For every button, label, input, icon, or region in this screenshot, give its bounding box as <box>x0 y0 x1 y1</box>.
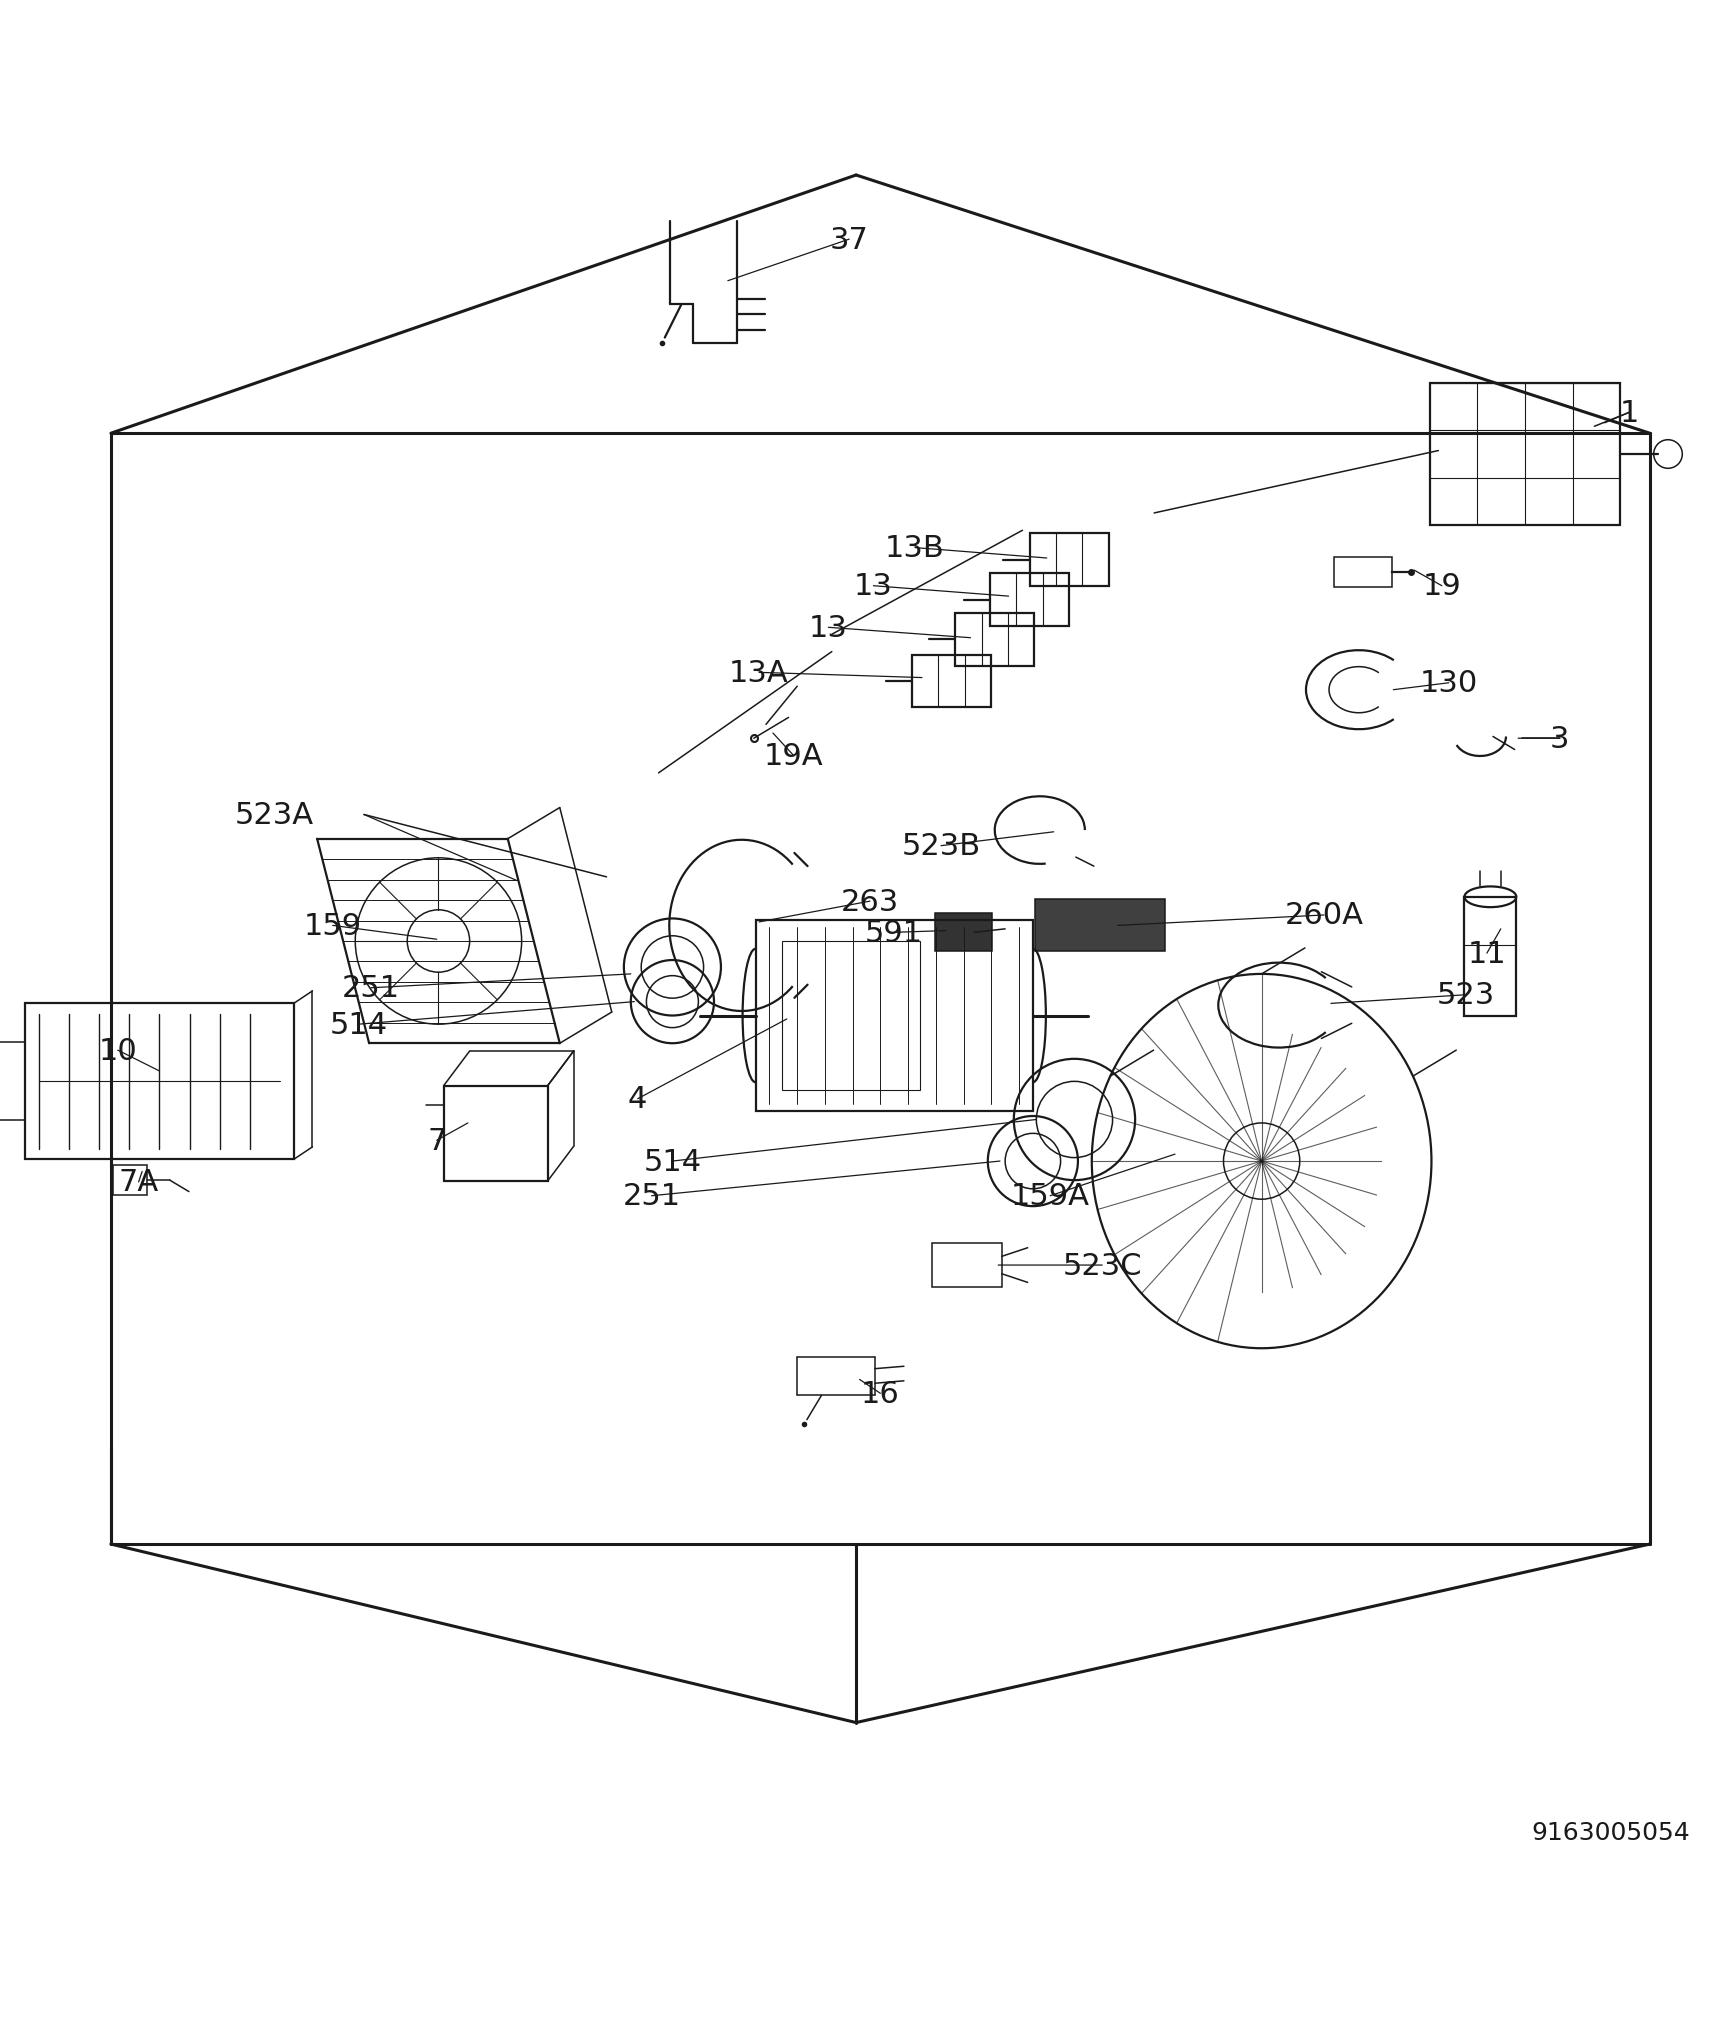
Bar <box>989 573 1069 626</box>
Bar <box>1429 384 1619 526</box>
Text: 7A: 7A <box>118 1168 159 1197</box>
Bar <box>954 614 1034 666</box>
Text: 16: 16 <box>861 1380 899 1408</box>
Text: 9163005054: 9163005054 <box>1529 1821 1689 1843</box>
Text: 523C: 523C <box>1062 1252 1141 1280</box>
Text: 251: 251 <box>622 1183 681 1211</box>
Text: 10: 10 <box>99 1036 137 1065</box>
Text: 523: 523 <box>1436 981 1495 1010</box>
Bar <box>113 1164 147 1195</box>
Text: 263: 263 <box>840 888 899 916</box>
Text: 13A: 13A <box>729 658 788 687</box>
Bar <box>1029 534 1108 587</box>
Text: 13B: 13B <box>885 534 944 563</box>
Bar <box>781 941 920 1091</box>
Text: 159: 159 <box>303 912 362 941</box>
Text: 19A: 19A <box>764 742 823 770</box>
Text: 514: 514 <box>329 1010 388 1038</box>
Text: 159A: 159A <box>1010 1183 1089 1211</box>
Text: 7: 7 <box>426 1126 447 1156</box>
Text: 130: 130 <box>1419 669 1477 697</box>
Bar <box>24 1004 293 1160</box>
Text: 591: 591 <box>864 918 923 947</box>
Text: 260A: 260A <box>1283 900 1363 931</box>
Bar <box>1034 900 1164 951</box>
Bar <box>443 1087 547 1181</box>
Bar <box>1464 898 1516 1016</box>
Text: 13: 13 <box>809 614 847 642</box>
Text: 13: 13 <box>854 571 892 601</box>
Text: 1: 1 <box>1618 398 1638 427</box>
Text: 251: 251 <box>341 973 400 1002</box>
Text: 11: 11 <box>1467 939 1505 967</box>
Text: 3: 3 <box>1548 723 1569 754</box>
Bar <box>932 1244 1001 1286</box>
Text: 37: 37 <box>830 226 868 254</box>
Bar <box>1334 557 1391 587</box>
Text: 523A: 523A <box>234 801 313 829</box>
Text: 19: 19 <box>1422 571 1460 601</box>
Text: 523B: 523B <box>901 831 980 862</box>
Bar <box>911 656 991 707</box>
Text: 514: 514 <box>643 1146 701 1177</box>
Bar <box>934 914 991 951</box>
Text: 4: 4 <box>627 1085 648 1114</box>
Bar <box>755 920 1032 1112</box>
